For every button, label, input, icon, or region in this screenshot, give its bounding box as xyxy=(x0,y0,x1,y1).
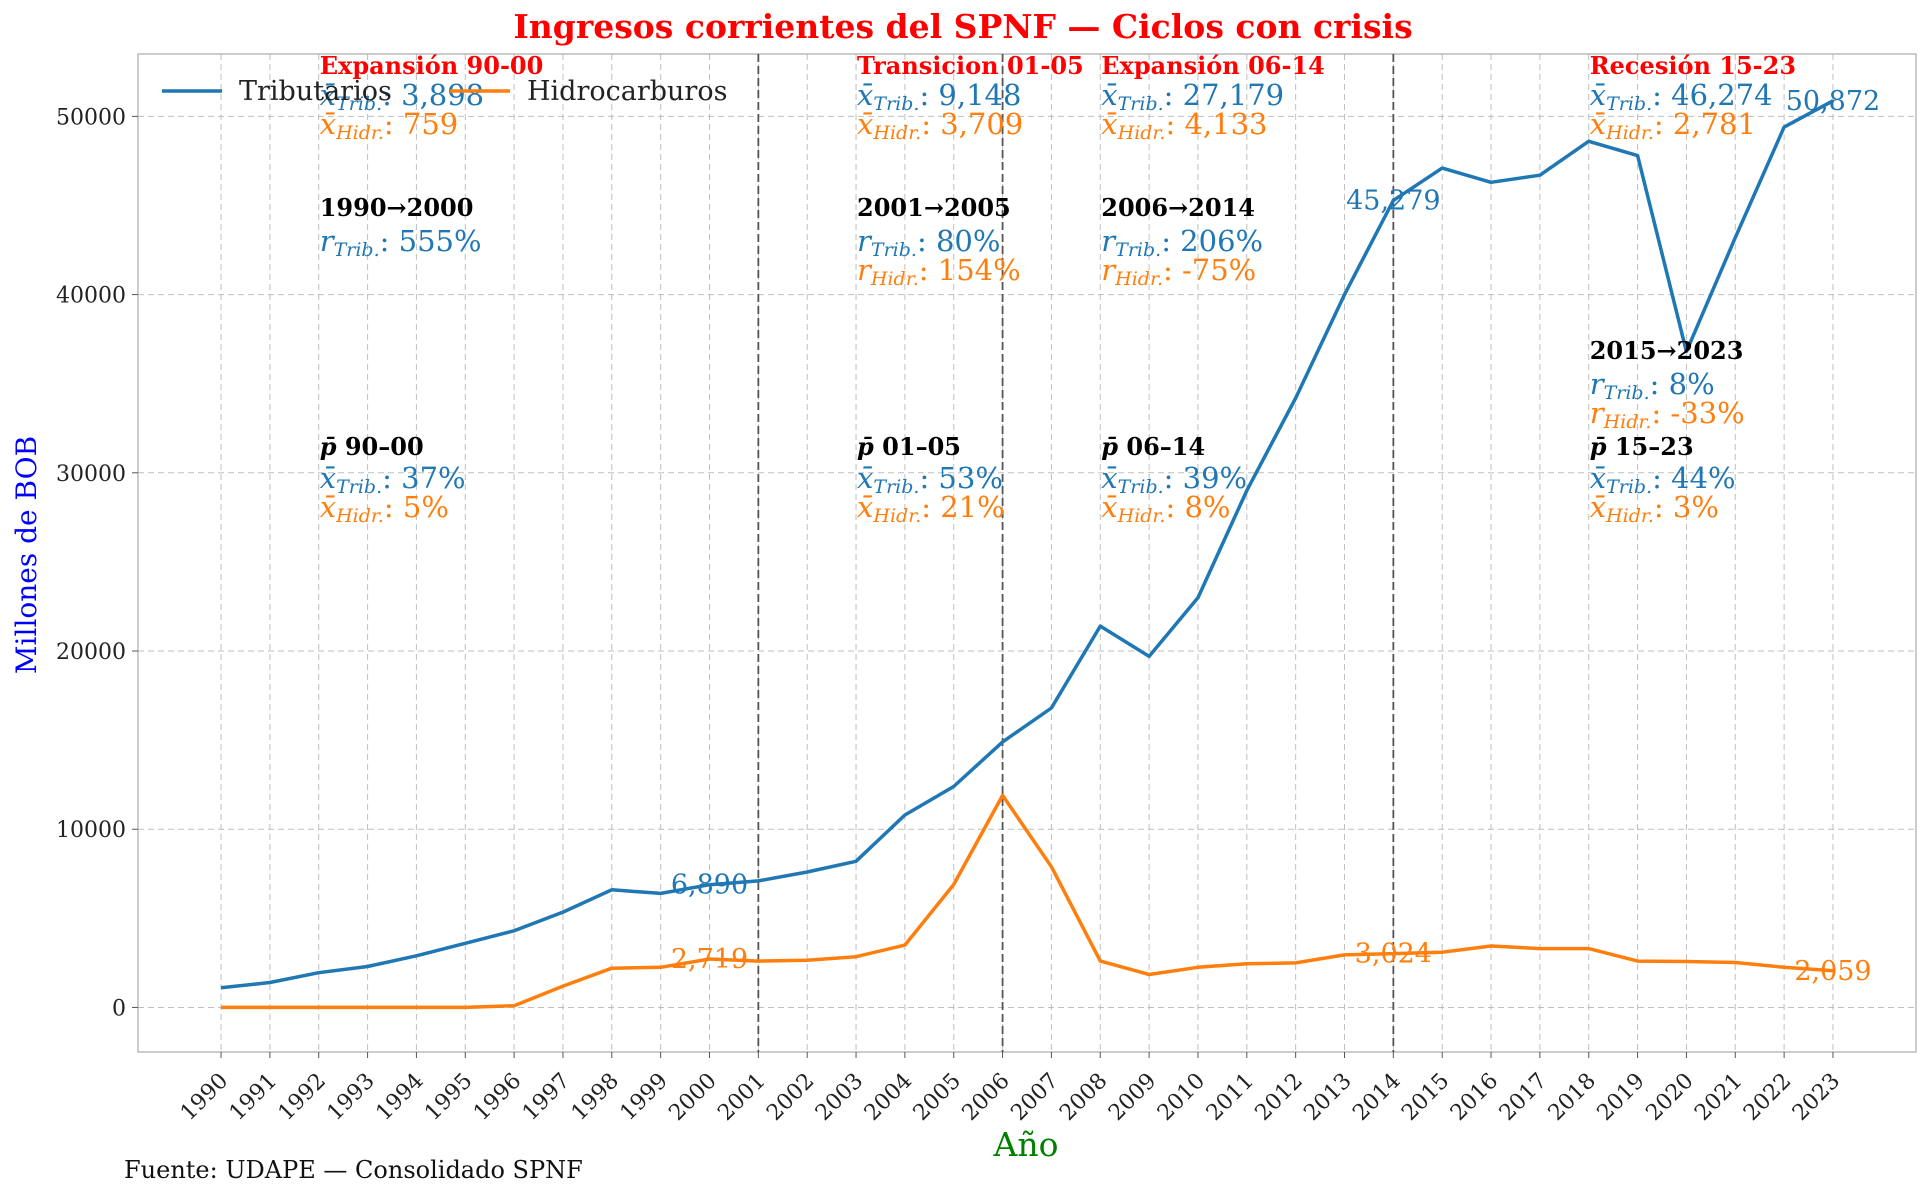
series-line-tributarios xyxy=(220,99,1834,990)
y-tick-label: 0 xyxy=(112,996,126,1021)
annotation-mean: x̄Hidr.: 5% xyxy=(320,490,449,527)
annotation-mean: x̄Hidr.: 8% xyxy=(1101,490,1230,527)
annotation-mean: x̄Hidr.: 759 xyxy=(320,107,459,144)
y-axis-label: Millones de BOB xyxy=(10,436,43,674)
x-tick-label: 2009 xyxy=(1104,1069,1161,1126)
x-tick-label: 2015 xyxy=(1397,1069,1454,1126)
annotation-growth-title: 2006→2014 xyxy=(1101,193,1255,222)
data-labels: 6,890 45,279 50,872 2,719 3,024 2,059 xyxy=(671,86,1880,987)
x-tick-label: 1997 xyxy=(518,1069,575,1126)
annotation-mean: x̄Trib.: 37% xyxy=(320,461,466,498)
annotation-mean: x̄Trib.: 46,274 xyxy=(1590,78,1773,115)
annotation-mean: x̄Hidr.: 3% xyxy=(1590,490,1719,527)
x-tick-label: 2011 xyxy=(1202,1069,1259,1126)
x-tick-label: 2007 xyxy=(1006,1069,1063,1126)
annotation-title: Expansión 90-00 xyxy=(320,51,544,80)
annotation-title: Transicion 01-05 xyxy=(857,51,1084,80)
x-tick-label: 2003 xyxy=(811,1069,868,1126)
x-tick-label: 1993 xyxy=(323,1069,380,1126)
x-tick-label: 2005 xyxy=(909,1069,966,1126)
x-tick-label: 1992 xyxy=(274,1069,331,1126)
series-line-hidrocarburos xyxy=(221,793,1834,1010)
x-tick-label: 2023 xyxy=(1788,1069,1845,1126)
x-tick-label: 2021 xyxy=(1690,1069,1747,1126)
annotation-title: Expansión 06-14 xyxy=(1101,51,1325,80)
x-tick-label: 2008 xyxy=(1055,1069,1112,1126)
annotation-mean: x̄Trib.: 3,898 xyxy=(320,78,484,115)
annotation-share-title: p̄ 01–05 xyxy=(857,432,961,461)
x-tick-label: 1994 xyxy=(371,1069,428,1126)
y-tick-label: 30000 xyxy=(56,462,126,487)
annotation-growth: rTrib.: 80% xyxy=(857,224,1000,261)
x-tick-label: 2017 xyxy=(1495,1069,1552,1126)
series-lines xyxy=(220,99,1834,1010)
x-tick-label: 2002 xyxy=(762,1069,819,1126)
x-tick-label: 2022 xyxy=(1739,1069,1796,1126)
x-tick-label: 2018 xyxy=(1544,1069,1601,1126)
annotation-title: Recesión 15-23 xyxy=(1590,51,1796,80)
x-tick-label: 2012 xyxy=(1251,1069,1308,1126)
x-tick-label: 1991 xyxy=(225,1069,282,1126)
chart-title: Ingresos corrientes del SPNF — Ciclos co… xyxy=(513,7,1412,46)
annotation-share-title: p̄ 06–14 xyxy=(1101,432,1205,461)
y-tick-label: 10000 xyxy=(56,818,126,843)
annotation-mean: x̄Hidr.: 21% xyxy=(857,490,1005,527)
point-label: 6,890 xyxy=(671,870,748,901)
annotation-mean: x̄Trib.: 39% xyxy=(1101,461,1247,498)
x-tick-label: 1995 xyxy=(420,1069,477,1126)
point-label: 2,059 xyxy=(1794,956,1871,987)
plot-frame xyxy=(137,53,1917,1053)
x-tick-label: 1996 xyxy=(469,1069,526,1126)
annotation-growth-title: 2015→2023 xyxy=(1590,336,1744,365)
x-tick-label: 1990 xyxy=(176,1069,233,1126)
annotation-share-title: p̄ 90–00 xyxy=(320,432,424,461)
annotation-mean: x̄Trib.: 53% xyxy=(857,461,1003,498)
point-label: 3,024 xyxy=(1355,939,1432,970)
annotation-mean: x̄Trib.: 27,179 xyxy=(1101,78,1284,115)
x-axis-label: Año xyxy=(993,1125,1059,1164)
annotation-mean: x̄Trib.: 44% xyxy=(1590,461,1736,498)
annotation-mean: x̄Trib.: 9,148 xyxy=(857,78,1021,115)
annotation-growth: rTrib.: 206% xyxy=(1101,224,1263,261)
x-tick-label: 1998 xyxy=(567,1069,624,1126)
x-tick-label: 2020 xyxy=(1641,1069,1698,1126)
y-tick-label: 50000 xyxy=(56,105,126,130)
x-tick-label: 2010 xyxy=(1153,1069,1210,1126)
x-tick-label: 2016 xyxy=(1446,1069,1503,1126)
annotation-growth: rTrib.: 555% xyxy=(320,224,482,261)
x-tick-label: 1999 xyxy=(616,1069,673,1126)
x-tick-label: 2006 xyxy=(958,1069,1015,1126)
point-label: 45,279 xyxy=(1346,186,1440,217)
annotation-growth: rHidr.: -33% xyxy=(1590,396,1745,433)
legend-label: Hidrocarburos xyxy=(527,76,727,107)
x-tick-label: 2019 xyxy=(1593,1069,1650,1126)
source-note: Fuente: UDAPE — Consolidado SPNF xyxy=(124,1156,583,1184)
annotation-growth: rTrib.: 8% xyxy=(1590,367,1715,404)
annotation-mean: x̄Hidr.: 4,133 xyxy=(1101,107,1267,144)
crisis-lines xyxy=(757,54,1395,1052)
annotation-share-title: p̄ 15–23 xyxy=(1590,432,1694,461)
annotation-growth-title: 2001→2005 xyxy=(857,193,1011,222)
y-tick-label: 40000 xyxy=(56,284,126,309)
y-tick-label: 20000 xyxy=(56,640,126,665)
legend-label: Tributarios xyxy=(239,76,392,107)
annotation-mean: x̄Hidr.: 2,781 xyxy=(1590,107,1756,144)
x-tick-label: 2004 xyxy=(860,1069,917,1126)
point-label: 50,872 xyxy=(1786,86,1880,117)
x-tick-label: 2014 xyxy=(1348,1069,1405,1126)
point-label: 2,719 xyxy=(671,944,748,975)
annotation-mean: x̄Hidr.: 3,709 xyxy=(857,107,1023,144)
annotation-growth: rHidr.: -75% xyxy=(1101,253,1256,290)
legend: Tributarios Hidrocarburos xyxy=(162,76,727,107)
x-tick-label: 2001 xyxy=(713,1069,770,1126)
x-tick-label: 2000 xyxy=(664,1069,721,1126)
annotation-growth-title: 1990→2000 xyxy=(320,193,474,222)
annotation-growth: rHidr.: 154% xyxy=(857,253,1021,290)
x-tick-label: 2013 xyxy=(1299,1069,1356,1126)
